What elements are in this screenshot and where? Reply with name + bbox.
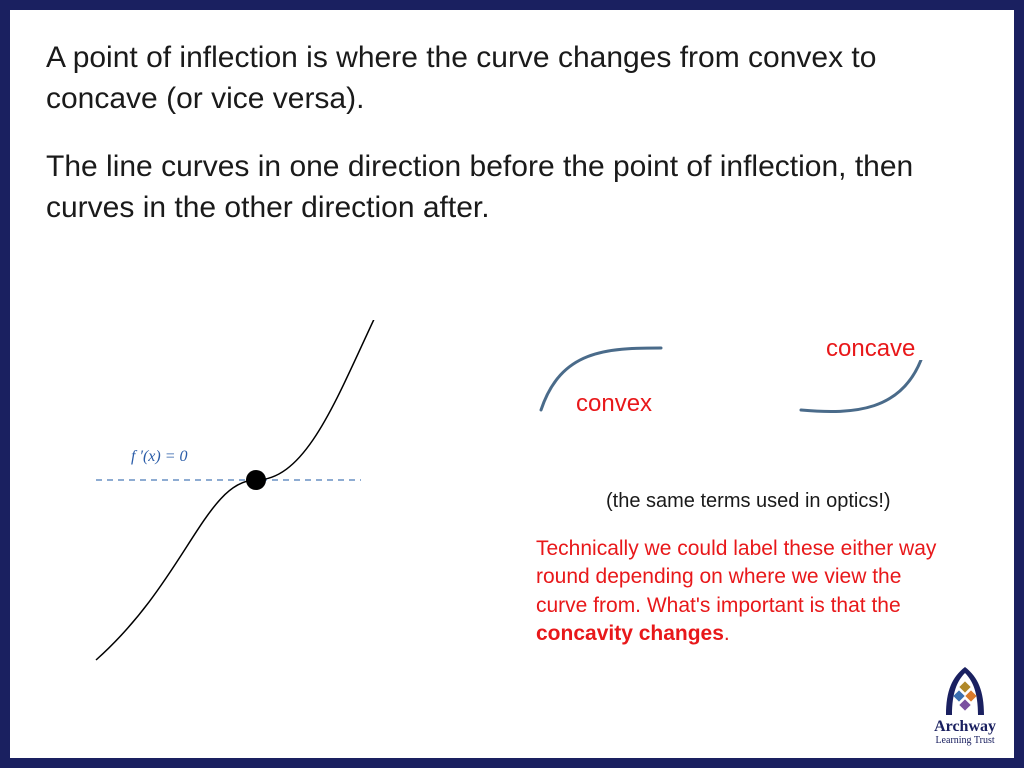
red-note-bold: concavity changes (536, 622, 724, 645)
red-note-text: Technically we could label these either … (536, 537, 936, 617)
diagram-area: f ′(x) = 0 convex concave (the same term… (46, 320, 978, 738)
red-explanatory-note: Technically we could label these either … (536, 535, 956, 648)
slide-frame: A point of inflection is where the curve… (0, 0, 1024, 768)
heading-p1: A point of inflection is where the curve… (46, 38, 978, 119)
inflection-curve-icon (56, 320, 416, 680)
heading-p2: The line curves in one direction before … (46, 147, 978, 228)
concave-curve-icon (796, 360, 926, 440)
archway-logo: Archway Learning Trust (934, 665, 996, 746)
concave-label: concave (826, 335, 915, 363)
archway-logo-icon (938, 665, 992, 717)
derivative-zero-label: f ′(x) = 0 (131, 448, 188, 466)
convex-label: convex (576, 390, 652, 418)
logo-line2: Learning Trust (934, 735, 996, 746)
optics-note: (the same terms used in optics!) (606, 490, 891, 513)
heading-block: A point of inflection is where the curve… (46, 38, 978, 228)
red-note-suffix: . (724, 622, 730, 645)
logo-line1: Archway (934, 719, 996, 735)
